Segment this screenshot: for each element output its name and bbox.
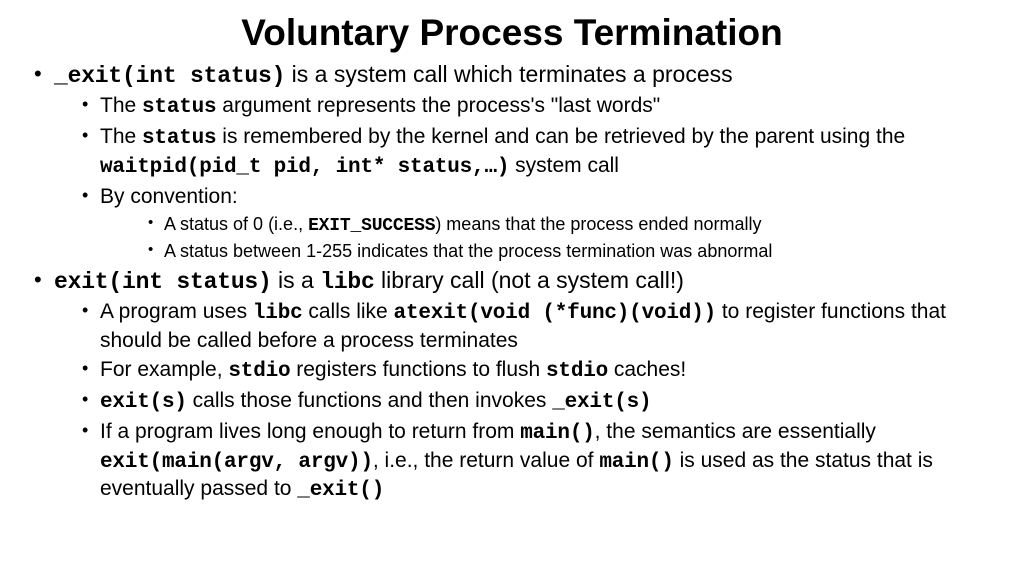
code-libc: libc xyxy=(253,302,303,325)
text: ) means that the process ended normally xyxy=(435,214,761,234)
code-exits: exit(s) xyxy=(100,391,187,414)
text: system call xyxy=(509,154,619,177)
code-exit-syscall: _exit(int status) xyxy=(54,63,285,89)
text: registers functions to flush xyxy=(290,358,546,381)
text: , i.e., the return value of xyxy=(373,449,599,472)
bullet-2-4: If a program lives long enough to return… xyxy=(54,419,996,506)
code-status: status xyxy=(142,96,216,119)
text: A status of 0 (i.e., xyxy=(164,214,308,234)
text: is a xyxy=(272,267,321,293)
code-uexit: _exit() xyxy=(297,479,384,502)
text: calls those functions and then invokes xyxy=(187,389,552,412)
text: For example, xyxy=(100,358,228,381)
text: A program uses xyxy=(100,300,253,323)
code-status: status xyxy=(142,127,216,150)
bullet-2-2: For example, stdio registers functions t… xyxy=(54,357,996,386)
bullet-1-2: The status is remembered by the kernel a… xyxy=(54,124,996,182)
code-waitpid: waitpid(pid_t pid, int* status,…) xyxy=(100,156,509,179)
text: is remembered by the kernel and can be r… xyxy=(216,125,905,148)
code-main: main() xyxy=(520,422,594,445)
text: By convention: xyxy=(100,185,238,208)
slide-title: Voluntary Process Termination xyxy=(28,12,996,54)
text: A status between 1-255 indicates that th… xyxy=(164,241,772,261)
text: , the semantics are essentially xyxy=(595,420,876,443)
text: caches! xyxy=(608,358,686,381)
text: The xyxy=(100,125,142,148)
code-exitmain: exit(main(argv, argv)) xyxy=(100,451,373,474)
text: library call (not a system call!) xyxy=(375,267,684,293)
text: calls like xyxy=(303,300,394,323)
bullet-1: _exit(int status) is a system call which… xyxy=(28,60,996,264)
bullet-2: exit(int status) is a libc library call … xyxy=(28,266,996,506)
bullet-1-1: The status argument represents the proce… xyxy=(54,93,996,122)
code-atexit: atexit(void (*func)(void)) xyxy=(394,302,716,325)
code-stdio: stdio xyxy=(546,360,608,383)
bullet-1-3-2: A status between 1-255 indicates that th… xyxy=(100,240,996,263)
text: If a program lives long enough to return… xyxy=(100,420,520,443)
bullet-2-3: exit(s) calls those functions and then i… xyxy=(54,388,996,417)
code-main: main() xyxy=(599,451,673,474)
text: The xyxy=(100,94,142,117)
code-exit-libc: exit(int status) xyxy=(54,269,272,295)
bullet-2-1: A program uses libc calls like atexit(vo… xyxy=(54,299,996,355)
text: is a system call which terminates a proc… xyxy=(285,61,732,87)
code-exit-success: EXIT_SUCCESS xyxy=(308,216,435,236)
code-libc: libc xyxy=(320,269,374,295)
bullet-1-3: By convention: A status of 0 (i.e., EXIT… xyxy=(54,184,996,264)
bullet-1-3-1: A status of 0 (i.e., EXIT_SUCCESS) means… xyxy=(100,213,996,238)
bullet-list: _exit(int status) is a system call which… xyxy=(28,60,996,505)
text: argument represents the process's "last … xyxy=(216,94,660,117)
code-uexits: _exit(s) xyxy=(552,391,651,414)
code-stdio: stdio xyxy=(228,360,290,383)
